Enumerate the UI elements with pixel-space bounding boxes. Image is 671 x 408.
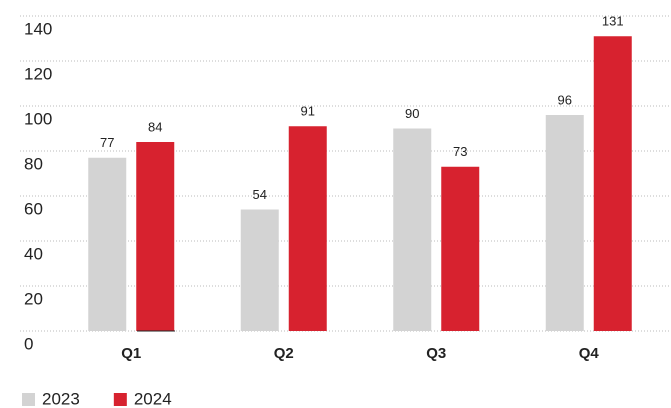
y-tick-label: 100: [24, 109, 52, 128]
legend-swatch: [22, 393, 35, 406]
y-tick-label: 60: [24, 199, 43, 218]
y-tick-label: 20: [24, 289, 43, 308]
bar: [545, 115, 584, 331]
bar: [288, 126, 327, 331]
x-tick-label: Q3: [426, 345, 446, 362]
x-tick-label: Q4: [579, 345, 600, 362]
y-tick-label: 120: [24, 64, 52, 83]
data-label: 131: [602, 14, 624, 29]
data-label: 96: [558, 92, 572, 107]
bar: [136, 142, 175, 331]
legend-label: 2023: [42, 389, 80, 408]
legend-swatch: [113, 393, 127, 406]
data-label: 84: [148, 119, 162, 134]
y-tick-label: 40: [24, 244, 43, 263]
bar: [88, 157, 127, 331]
data-label: 77: [100, 135, 114, 150]
x-tick-label: Q2: [274, 345, 294, 362]
data-label: 90: [405, 106, 419, 121]
data-label: 54: [253, 187, 267, 202]
bar: [593, 36, 632, 331]
y-tick-label: 80: [24, 154, 43, 173]
x-tick-label: Q1: [121, 345, 141, 362]
data-label: 91: [301, 104, 315, 119]
bar: [240, 209, 279, 331]
y-tick-label: 140: [24, 19, 52, 38]
y-tick-label: 0: [24, 334, 33, 353]
bar: [441, 166, 480, 331]
bar: [393, 128, 432, 331]
legend-label: 2024: [134, 389, 172, 408]
data-label: 73: [453, 144, 467, 159]
